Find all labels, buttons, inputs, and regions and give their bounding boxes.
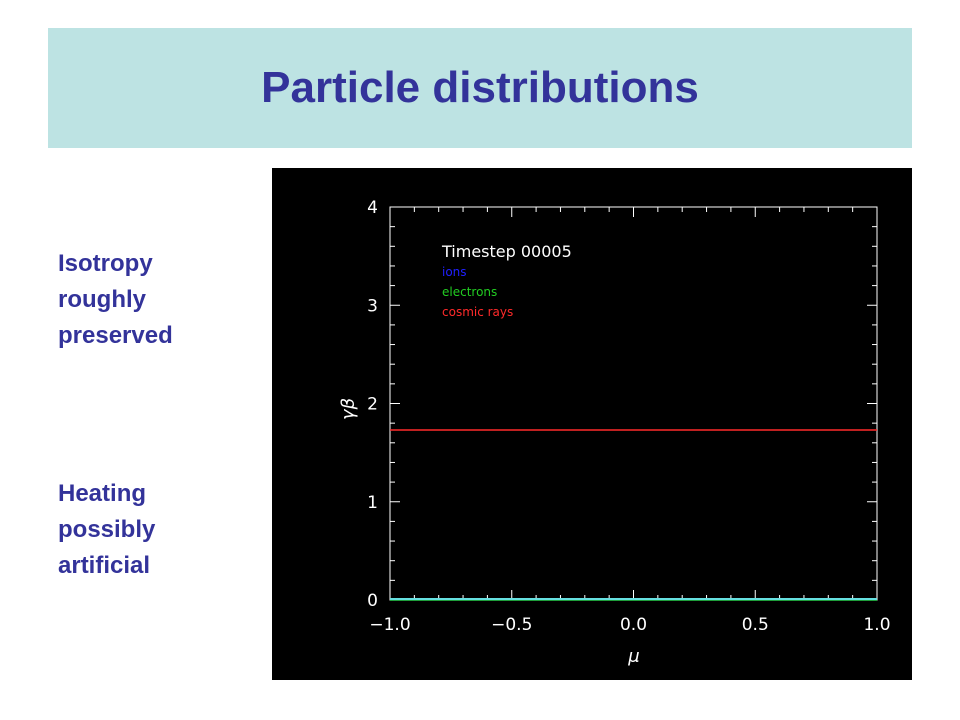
x-tick-label: 0.0 (620, 615, 647, 635)
y-tick-label: 0 (367, 591, 378, 611)
slide-title: Particle distributions (261, 63, 699, 112)
plot-panel: Timestep 00005 μ γβ −1.0 −0.5 0.0 0.5 1.0 0 1 2… (272, 168, 912, 680)
y-tick-label: 1 (367, 493, 378, 513)
x-tick-label: 1.0 (863, 615, 890, 635)
timestep-annotation: Timestep 00005 (441, 242, 572, 261)
title-banner: Particle distributions (48, 28, 912, 148)
legend-entry-ions: ions (442, 265, 467, 279)
isotropy-note: Isotropy roughly preserved (58, 250, 173, 349)
heating-note: Heating possibly artificial (58, 480, 156, 579)
y-tick-label: 3 (367, 296, 378, 316)
x-tick-label: −1.0 (369, 615, 410, 635)
x-axis-label: μ (627, 646, 639, 667)
particle-distribution-chart: Timestep 00005 μ γβ −1.0 −0.5 0.0 0.5 1.0 0 1 2… (338, 198, 891, 667)
y-axis-label: γβ (338, 398, 359, 420)
legend-entry-electrons: electrons (442, 285, 497, 299)
y-tick-label: 2 (367, 395, 378, 415)
x-tick-label: 0.5 (742, 615, 769, 635)
y-tick-label: 4 (367, 198, 378, 218)
legend-entry-cosmic-rays: cosmic rays (442, 305, 513, 319)
x-tick-label: −0.5 (491, 615, 532, 635)
